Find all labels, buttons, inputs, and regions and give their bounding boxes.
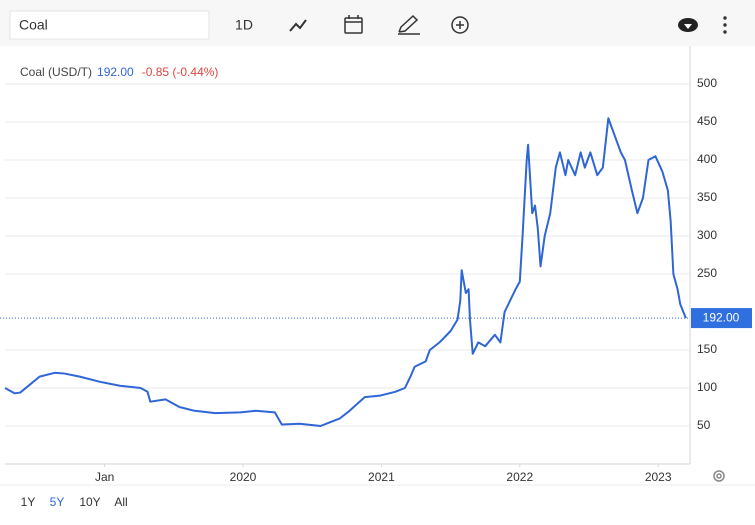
y-tick-label: 450 <box>697 114 717 128</box>
legend-value: 192.00 <box>97 65 134 79</box>
x-tick-label: 2020 <box>230 470 257 484</box>
settings-icon[interactable] <box>713 470 725 482</box>
y-tick-label: 400 <box>697 152 717 166</box>
y-tick-label: 500 <box>697 76 717 90</box>
y-tick-label: 300 <box>697 228 717 242</box>
download-icon[interactable] <box>678 18 698 32</box>
range-button[interactable]: All <box>114 495 127 509</box>
y-tick-label: 250 <box>697 266 717 280</box>
x-tick-label: 2021 <box>368 470 395 484</box>
range-button[interactable]: 1Y <box>21 495 36 509</box>
x-tick-label: 2023 <box>645 470 672 484</box>
menu-icon[interactable] <box>723 16 727 34</box>
add-icon[interactable] <box>451 16 469 34</box>
range-button[interactable]: 10Y <box>79 495 100 509</box>
interval-button[interactable]: 1D <box>235 17 253 33</box>
y-tick-label: 100 <box>697 380 717 394</box>
y-tick-label: 150 <box>697 342 717 356</box>
last-price-label: 192.00 <box>703 310 740 324</box>
last-price-box <box>691 308 752 329</box>
price-line <box>4 117 687 427</box>
legend-name: Coal (USD/T) <box>20 65 92 79</box>
search-text[interactable]: Coal <box>19 17 48 33</box>
x-tick-label: Jan <box>95 470 114 484</box>
y-tick-label: 350 <box>697 190 717 204</box>
calendar-icon[interactable] <box>344 15 363 34</box>
range-button[interactable]: 5Y <box>50 495 65 509</box>
x-tick-label: 2022 <box>506 470 533 484</box>
draw-icon[interactable] <box>398 14 420 35</box>
chart-type-icon[interactable] <box>289 19 307 32</box>
y-tick-label: 50 <box>697 418 711 432</box>
search-box[interactable] <box>9 10 210 40</box>
legend-change: -0.85 (-0.44%) <box>142 65 219 79</box>
